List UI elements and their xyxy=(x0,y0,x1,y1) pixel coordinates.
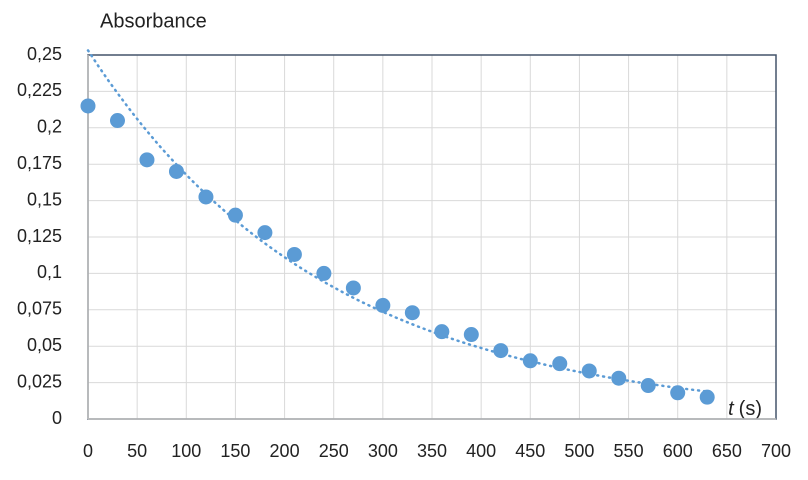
data-point xyxy=(257,225,273,241)
y-tick-label: 0 xyxy=(52,408,62,428)
x-tick-label: 0 xyxy=(83,441,93,461)
data-point xyxy=(139,152,155,168)
data-point xyxy=(463,327,479,343)
x-tick-label: 200 xyxy=(270,441,300,461)
x-axis-unit: (s) xyxy=(739,398,762,420)
x-tick-label: 500 xyxy=(564,441,594,461)
data-point xyxy=(581,363,597,379)
y-tick-label: 0,125 xyxy=(17,226,62,246)
data-point xyxy=(168,163,184,179)
x-tick-label: 300 xyxy=(368,441,398,461)
data-point xyxy=(375,297,391,313)
data-point xyxy=(670,385,686,401)
y-tick-label: 0,1 xyxy=(37,262,62,282)
x-tick-label: 350 xyxy=(417,441,447,461)
data-point xyxy=(434,324,450,340)
data-point xyxy=(493,343,509,359)
data-point xyxy=(522,353,538,369)
y-axis-title: Absorbance xyxy=(100,10,207,32)
x-tick-label: 550 xyxy=(614,441,644,461)
data-point xyxy=(109,113,125,129)
data-point xyxy=(611,370,627,386)
x-axis-title: t (s) xyxy=(728,398,762,420)
y-tick-label: 0,225 xyxy=(17,80,62,100)
y-tick-label: 0,2 xyxy=(37,117,62,137)
x-tick-label: 650 xyxy=(712,441,742,461)
data-point xyxy=(345,280,361,296)
y-tick-label: 0,175 xyxy=(17,153,62,173)
data-point xyxy=(198,189,214,205)
y-tick-label: 0,15 xyxy=(27,189,62,209)
data-point xyxy=(316,265,332,281)
x-tick-label: 50 xyxy=(127,441,147,461)
data-point xyxy=(227,207,243,223)
y-tick-label: 0,05 xyxy=(27,335,62,355)
data-point xyxy=(640,378,656,394)
y-tick-label: 0,025 xyxy=(17,371,62,391)
y-tick-label: 0,075 xyxy=(17,299,62,319)
x-tick-label: 150 xyxy=(220,441,250,461)
data-point xyxy=(552,356,568,372)
x-tick-label: 450 xyxy=(515,441,545,461)
x-tick-label: 400 xyxy=(466,441,496,461)
trendline xyxy=(86,49,709,393)
x-tick-label: 100 xyxy=(171,441,201,461)
x-tick-label: 600 xyxy=(663,441,693,461)
x-tick-label: 250 xyxy=(319,441,349,461)
x-axis-symbol: t xyxy=(728,398,735,420)
data-point xyxy=(404,305,420,321)
data-point xyxy=(286,246,302,262)
x-tick-label: 700 xyxy=(761,441,791,461)
data-point xyxy=(80,98,96,114)
y-tick-label: 0,25 xyxy=(27,44,62,64)
data-point xyxy=(699,389,715,405)
